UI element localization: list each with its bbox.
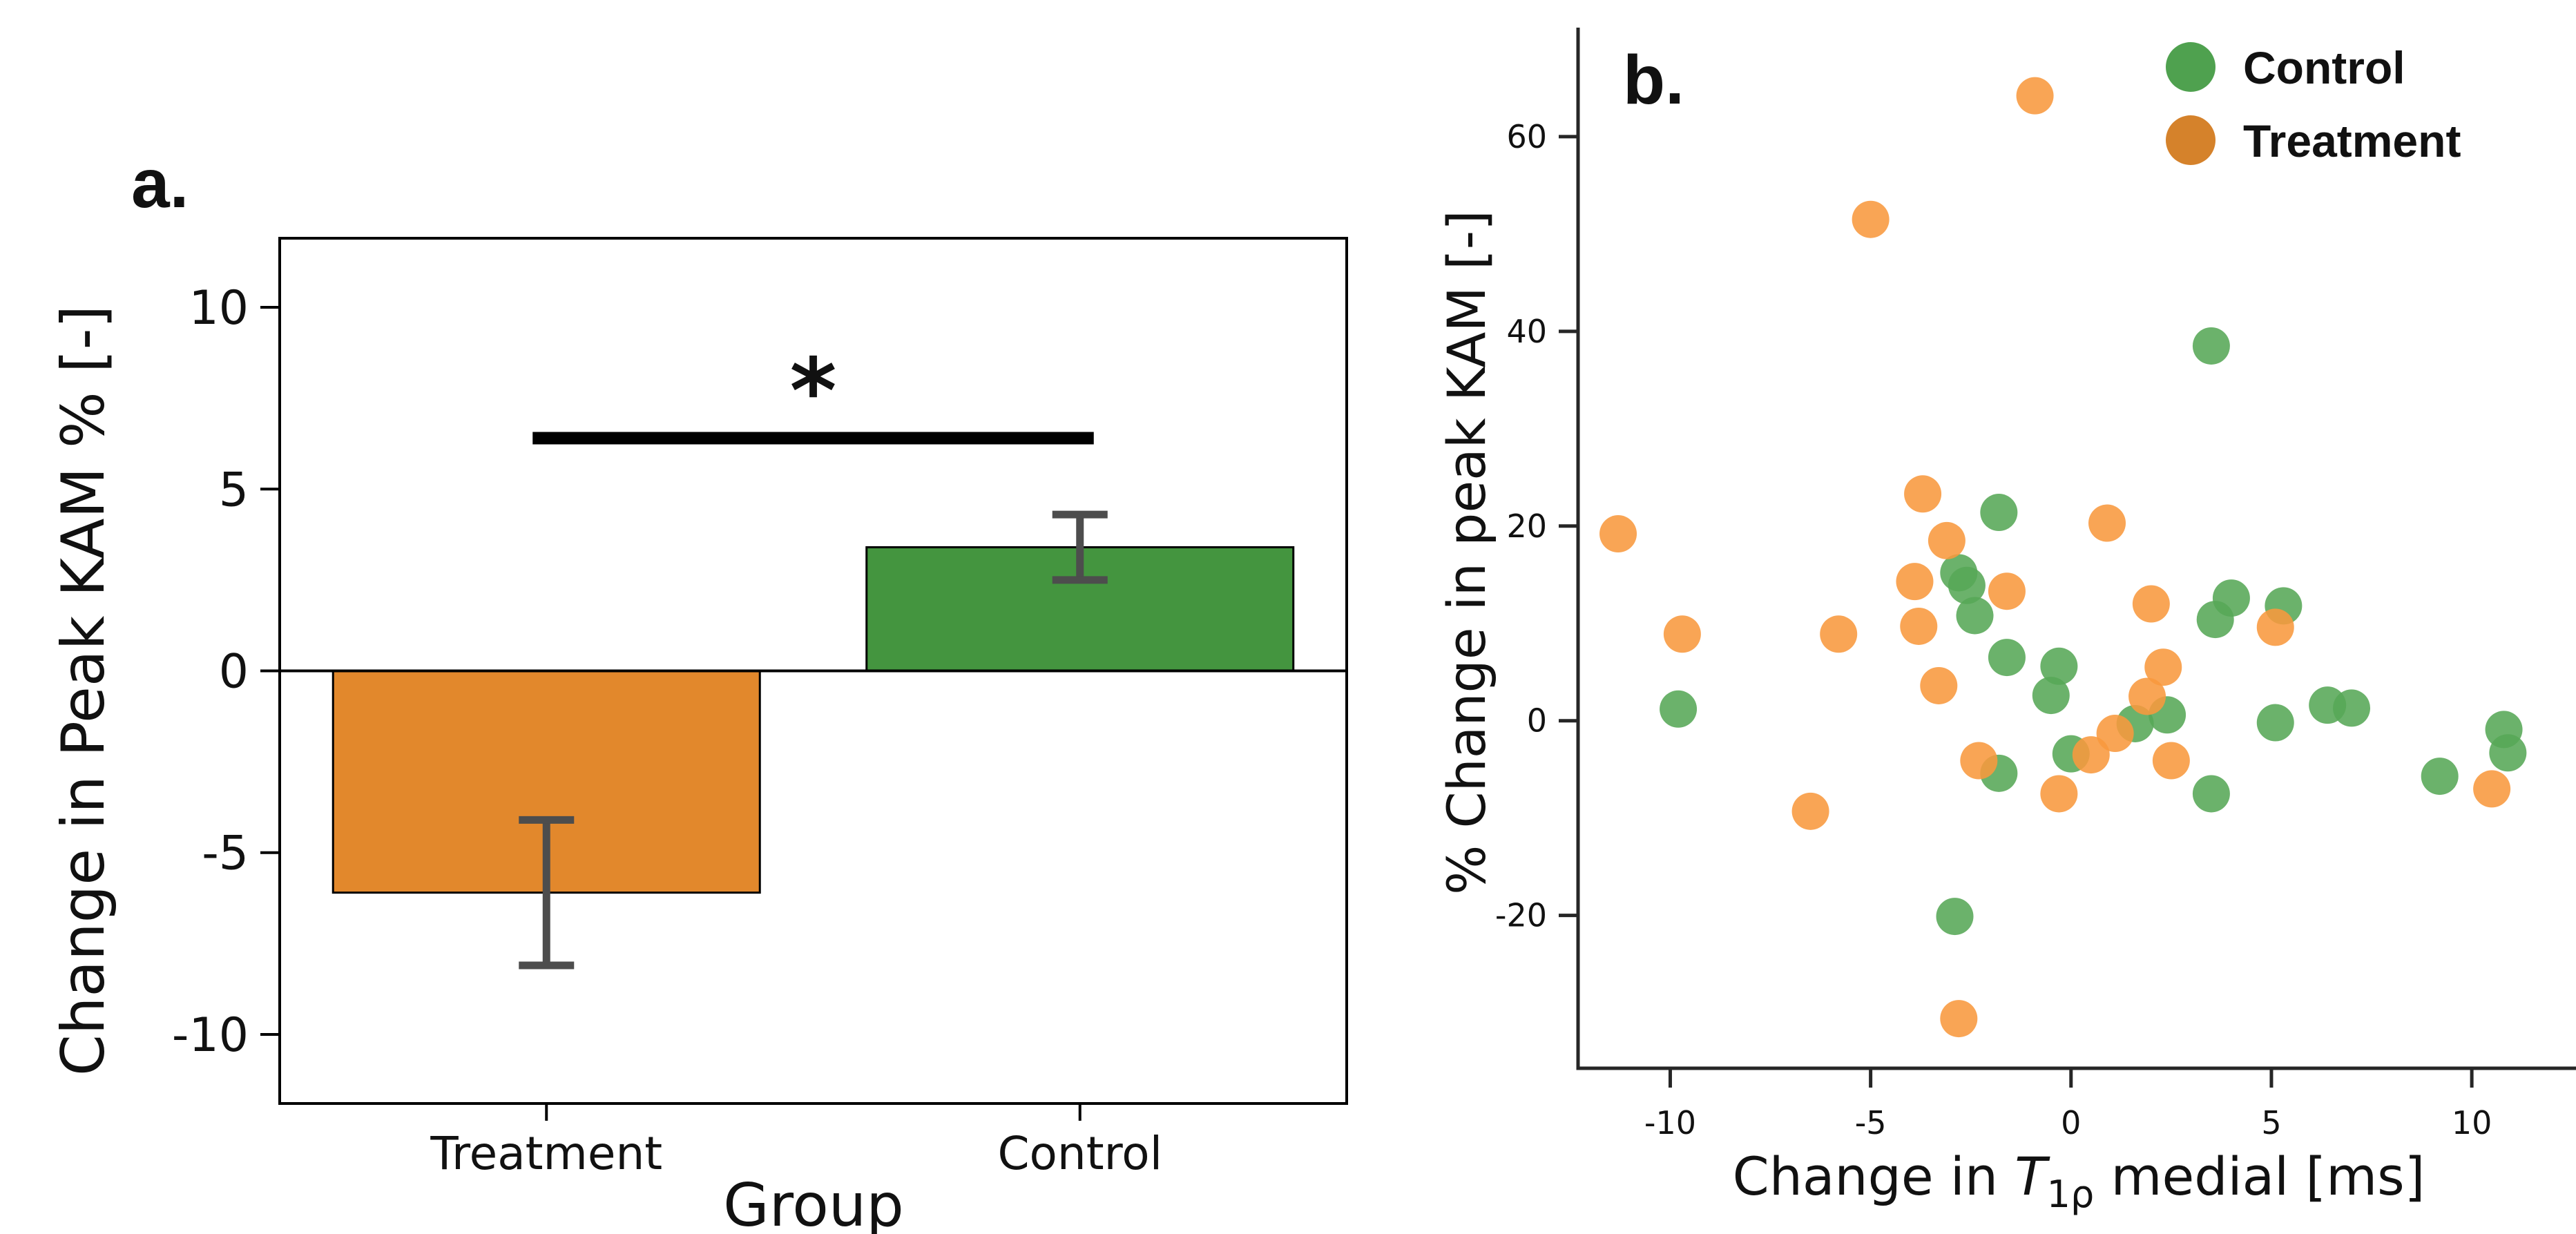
scatter-point-treatment — [2040, 775, 2078, 813]
scatter-point-treatment — [2152, 742, 2190, 780]
scatter-point-treatment — [1900, 607, 1938, 645]
panel-b-chart: b. % Change in peak KAM [-] -20 0 20 40 60 -… — [1436, 28, 2576, 1216]
x-tick-label: 5 — [2261, 1104, 2281, 1141]
scatter-point-control — [2192, 775, 2230, 813]
scatter-point-treatment — [2144, 648, 2182, 686]
scatter-point-control — [2256, 704, 2294, 742]
scatter-point-treatment — [1896, 563, 1934, 601]
scatter-point-treatment — [2096, 715, 2134, 753]
x-tick-label: -10 — [1644, 1104, 1696, 1141]
scatter-point-control — [1988, 639, 2026, 677]
scatter-point-treatment — [1820, 615, 1858, 653]
panel-a-category-labels: Treatment Control — [430, 1103, 1162, 1180]
scatter-point-treatment — [1791, 792, 1829, 830]
y-tick-label: 0 — [219, 645, 249, 700]
panel-a-letter: a. — [131, 145, 189, 222]
y-tick-label: -20 — [1495, 897, 1547, 934]
scatter-point-treatment — [1940, 1000, 1978, 1038]
scatter-point-control — [2040, 647, 2078, 685]
panel-b-axis-spines — [1576, 28, 2576, 1070]
y-tick-label: 5 — [219, 463, 249, 517]
panel-b-scatter-points — [1599, 77, 2527, 1038]
scatter-point-treatment — [1928, 521, 1965, 559]
y-tick-label: 40 — [1506, 313, 1547, 350]
scatter-point-treatment — [1852, 200, 1890, 238]
legend-control-marker — [2166, 42, 2215, 92]
scatter-point-control — [2032, 677, 2070, 715]
y-tick-label: -10 — [172, 1008, 249, 1063]
x-tick-label: 10 — [2452, 1104, 2492, 1141]
significance-star: * — [790, 338, 837, 443]
scatter-point-control — [2421, 758, 2459, 796]
panel-a-y-axis-label: Change in Peak KAM % [-] — [49, 305, 118, 1076]
y-tick-label: 10 — [189, 281, 249, 336]
scatter-point-control — [1660, 690, 1698, 728]
scatter-point-control — [2333, 689, 2371, 727]
panel-a-x-axis-label: Group — [723, 1171, 904, 1234]
x-tick-label: -5 — [1855, 1104, 1887, 1141]
legend-treatment-marker — [2166, 115, 2215, 165]
category-label: Control — [997, 1127, 1162, 1180]
scatter-point-treatment — [1960, 742, 1998, 780]
scatter-point-control — [1948, 566, 1986, 604]
panel-b-letter: b. — [1623, 41, 1684, 119]
panel-b-x-ticks: -10 -5 0 5 10 — [1644, 1068, 2492, 1141]
scatter-point-treatment — [1599, 515, 1637, 553]
y-tick-label: -5 — [202, 827, 249, 881]
legend-treatment-label: Treatment — [2243, 115, 2461, 166]
panel-a-y-ticks: 10 5 0 -5 -10 — [172, 281, 280, 1063]
scatter-point-control — [1936, 898, 1974, 936]
scatter-point-control — [2489, 734, 2527, 772]
panel-b-legend: Control Treatment — [2166, 42, 2461, 166]
scatter-point-treatment — [2128, 677, 2166, 715]
panel-a-bars — [331, 546, 1295, 894]
panel-b-y-axis-label: % Change in peak KAM [-] — [1436, 210, 1497, 895]
y-tick-label: 60 — [1506, 118, 1547, 155]
panel-b-x-axis-label: Change in T1ρ medial [ms] — [1733, 1146, 2425, 1216]
x-tick-label: 0 — [2061, 1104, 2081, 1141]
scatter-point-treatment — [1663, 615, 1701, 653]
scatter-point-treatment — [2132, 585, 2170, 623]
scatter-point-control — [2212, 579, 2250, 617]
scatter-point-treatment — [1904, 475, 1942, 513]
scatter-point-control — [1980, 494, 2018, 532]
panel-a-significance: * — [532, 338, 1094, 445]
scatter-point-treatment — [1920, 666, 1958, 704]
scatter-point-treatment — [2016, 77, 2054, 115]
scatter-point-treatment — [2473, 770, 2511, 808]
scatter-point-treatment — [2256, 608, 2294, 646]
scatter-point-control — [2192, 327, 2230, 365]
panel-a-error-bars — [519, 510, 1108, 970]
category-label: Treatment — [430, 1127, 662, 1180]
y-tick-label: 0 — [1527, 702, 1547, 740]
scatter-point-treatment — [1988, 572, 2026, 610]
legend-control-label: Control — [2243, 42, 2405, 93]
y-tick-label: 20 — [1506, 508, 1547, 545]
scatter-point-treatment — [2088, 504, 2126, 542]
panel-b-y-ticks: -20 0 20 40 60 — [1495, 118, 1578, 934]
scatter-point-control — [1956, 597, 1994, 635]
scatter-point-treatment — [2072, 736, 2110, 774]
